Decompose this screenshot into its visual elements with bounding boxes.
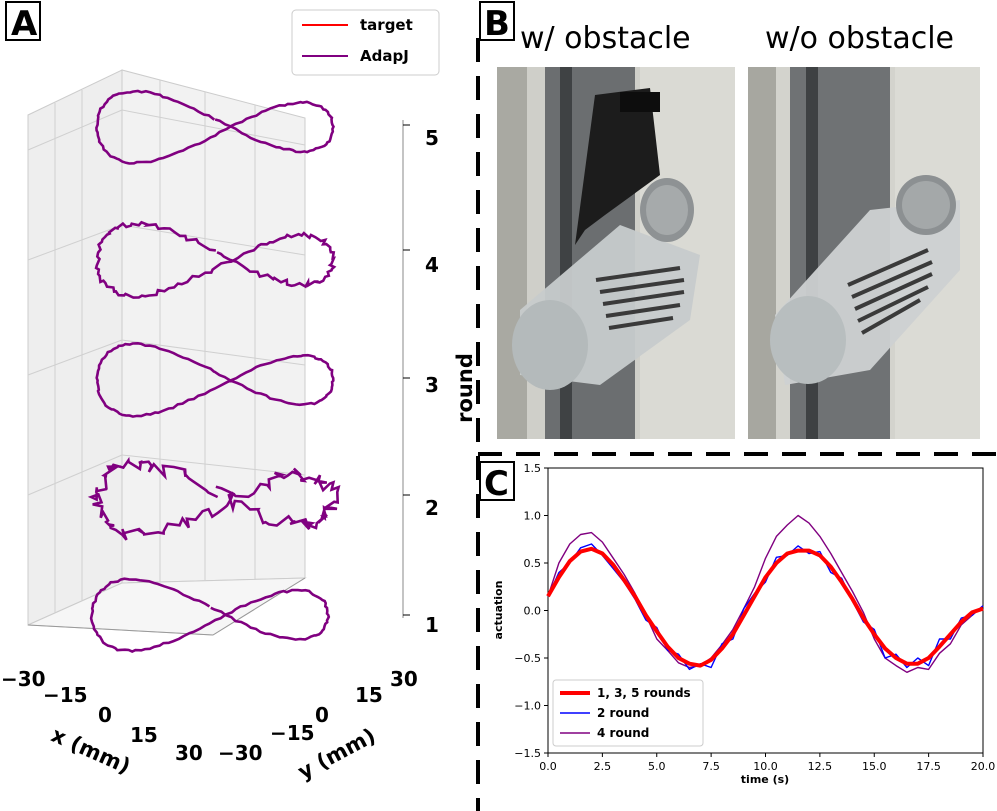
legend-label-round-4: 4 round <box>597 726 649 740</box>
pane-edge <box>212 577 306 636</box>
c-y-tick-label: 0.0 <box>524 605 542 618</box>
c-x-tick-label: 7.5 <box>702 760 720 773</box>
z-tick-label: 2 <box>425 496 439 520</box>
z-tick-label: 4 <box>425 253 439 277</box>
c-y-tick-label: −1.0 <box>514 700 541 713</box>
c-x-tick-label: 10.0 <box>753 760 778 773</box>
pane-edge <box>27 624 214 636</box>
photo-with-obstacle <box>497 67 735 439</box>
grid-3d <box>27 80 306 613</box>
legend-c: 1, 3, 5 rounds 2 round 4 round <box>552 679 704 747</box>
x-ticks: −30 −15 0 15 30 <box>1 667 203 765</box>
c-y-tick-label: 1.5 <box>524 462 542 475</box>
c-x-tick-label: 15.0 <box>862 760 887 773</box>
c-series-line-round-4 <box>547 514 984 673</box>
photo-caption-with-obstacle: w/ obstacle <box>520 21 691 56</box>
x-tick-label: 0 <box>98 703 112 727</box>
x-tick-label: 30 <box>175 741 203 765</box>
c-x-tick-label: 17.5 <box>916 760 941 773</box>
trajectory-adapj-round-2 <box>87 456 341 541</box>
c-y-axis-label: actuation <box>492 581 505 640</box>
z-ticks: 5 4 3 2 1 <box>403 124 439 637</box>
c-x-tick-label: 20.0 <box>971 760 996 773</box>
c-y-tick-label: −0.5 <box>514 652 541 665</box>
panel-letter-a: A <box>11 4 38 44</box>
panel-b: w/ obstacle w/o obstacle <box>479 1 980 439</box>
y-tick-label: 30 <box>390 667 418 691</box>
trajectory-adapj-round-4 <box>94 220 337 299</box>
x-tick-label: −15 <box>43 683 88 707</box>
panel-a: 5 4 3 2 1 round −30 −15 0 15 30 x (mm) −… <box>1 1 477 784</box>
trajectory-adapj-round-1 <box>89 577 331 654</box>
c-y-tick-label: 1.0 <box>524 510 542 523</box>
x-axis-label: x (mm) <box>48 723 134 779</box>
c-series-line-rounds-135 <box>546 546 984 668</box>
legend-label-adapj: AdapJ <box>360 47 409 65</box>
c-x-tick-label: 2.5 <box>594 760 612 773</box>
legend-label-target: target <box>360 16 413 34</box>
c-x-tick-label: 5.0 <box>648 760 666 773</box>
trajectories <box>87 89 341 654</box>
c-y-tick-label: −1.5 <box>514 747 541 760</box>
legend-a: target AdapJ <box>291 9 440 76</box>
c-x-tick-label: 0.0 <box>539 760 557 773</box>
chart-c-series <box>546 514 984 673</box>
y-tick-label: −30 <box>218 741 263 765</box>
panel-letter-b: B <box>484 4 510 44</box>
z-tick-label: 1 <box>425 613 439 637</box>
panel-letter-c: C <box>484 464 509 504</box>
y-ticks: −30 −15 0 15 30 <box>218 667 418 765</box>
z-axis-label: round <box>453 353 477 423</box>
trajectory-adapj-round-5 <box>95 89 335 165</box>
x-tick-label: 15 <box>130 723 158 747</box>
panel-c: 0.0 2.5 5.0 7.5 10.0 12.5 15.0 17.5 20.0 1.5 1.0 0.… <box>479 461 995 786</box>
c-x-axis-label: time (s) <box>741 773 789 786</box>
z-tick-label: 3 <box>425 373 439 397</box>
photo-caption-without-obstacle: w/o obstacle <box>765 21 954 56</box>
photo-without-obstacle <box>748 67 980 439</box>
trajectory-adapj-round-3 <box>95 341 335 418</box>
c-y-tick-label: 0.5 <box>524 557 542 570</box>
y-tick-label: −15 <box>270 721 315 745</box>
z-tick-label: 5 <box>425 126 439 150</box>
y-tick-label: 15 <box>355 683 383 707</box>
legend-label-round-2: 2 round <box>597 706 649 720</box>
chart-c-axes: 0.0 2.5 5.0 7.5 10.0 12.5 15.0 17.5 20.0 1.5 1.0 0.… <box>514 462 995 773</box>
x-tick-label: −30 <box>1 667 46 691</box>
y-tick-label: 0 <box>315 703 329 727</box>
legend-label-rounds-135: 1, 3, 5 rounds <box>597 686 691 700</box>
c-x-tick-label: 12.5 <box>808 760 833 773</box>
